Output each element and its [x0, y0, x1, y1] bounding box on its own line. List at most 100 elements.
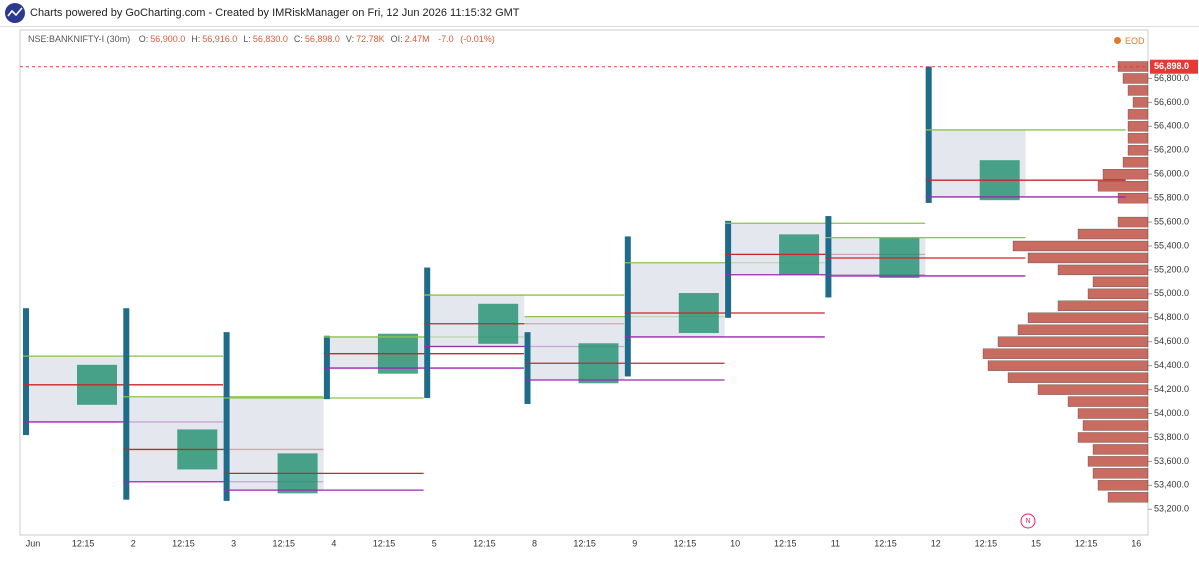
ohlc: O: 56,900.0 H: 56,916.0 L: 56,830.0 C: 56,898.0…: [133, 34, 430, 44]
x-tick-label: 4: [331, 538, 336, 548]
ohlc-label: C:: [293, 34, 303, 44]
y-tick-label: 56,400.0: [1154, 121, 1189, 131]
volume-bar: [1017, 324, 1149, 335]
volume-bar: [1092, 444, 1149, 455]
day-range: [624, 236, 631, 377]
title: Charts powered by GoCharting.com - Creat…: [30, 7, 520, 19]
volume-bar: [1127, 109, 1149, 120]
x-tick-label: 16: [1131, 538, 1141, 548]
volume-bar: [1127, 145, 1149, 156]
volume-bar: [1027, 312, 1149, 323]
volume-bar: [982, 348, 1149, 359]
volume-bar: [1107, 492, 1149, 503]
volume-bar: [1087, 288, 1149, 300]
ohlc-value: 72.78K: [356, 34, 385, 44]
y-tick-label: 56,000.0: [1154, 169, 1189, 179]
y-tick-label: 53,600.0: [1154, 456, 1189, 466]
y-tick-label: 54,600.0: [1154, 336, 1189, 346]
top-bar: Charts powered by GoCharting.com - Creat…: [0, 0, 1199, 27]
x-tick-label: 2: [131, 538, 136, 548]
x-tick-label: 5: [432, 538, 437, 548]
ohlc-value: 2.47M: [404, 34, 430, 44]
volume-bar: [1117, 216, 1149, 228]
volume-bar: [1122, 73, 1149, 84]
change-pct: (-0.01%): [460, 34, 495, 44]
day-range: [925, 66, 932, 203]
day-range: [23, 308, 29, 436]
last-price-label: 56,898.0: [1154, 61, 1189, 71]
x-tick-label: 12:15: [975, 538, 998, 548]
news-marker: [1020, 513, 1036, 529]
x-tick-label: 12:15: [172, 538, 195, 548]
y-tick-label: 55,600.0: [1154, 216, 1189, 226]
ohlc-value: 56,898.0: [304, 34, 340, 44]
volume-bar: [1027, 252, 1149, 264]
symbol: NSE:BANKNIFTY-I (30m): [28, 34, 131, 44]
x-tick-label: 12:15: [774, 538, 797, 548]
volume-bar: [1092, 468, 1149, 479]
y-tick-label: 54,400.0: [1154, 360, 1189, 370]
x-tick-label: 12:15: [272, 538, 295, 548]
day-range: [424, 267, 431, 398]
volume-bar: [1057, 264, 1149, 276]
volume-bar: [1087, 456, 1149, 467]
x-tick-label: 12:15: [674, 538, 697, 548]
x-tick-label: 12:15: [573, 538, 596, 548]
y-tick-label: 55,400.0: [1154, 240, 1189, 250]
volume-bar: [1092, 276, 1149, 288]
volume-bar: [1057, 300, 1149, 311]
ohlc-value: 56,900.0: [150, 34, 186, 44]
day-range: [825, 216, 832, 298]
volume-bar: [987, 360, 1149, 371]
volume-bar: [997, 336, 1149, 347]
y-tick-label: 53,200.0: [1154, 504, 1189, 514]
x-tick-label: 15: [1031, 538, 1041, 548]
eod-label: EOD: [1125, 36, 1145, 46]
y-tick-label: 54,200.0: [1154, 384, 1189, 394]
volume-bar: [1007, 372, 1149, 383]
ohlc-label: V:: [345, 34, 355, 44]
volume-bar: [1077, 408, 1149, 419]
volume-bar: [1117, 192, 1149, 204]
ohlc-label: O:: [138, 34, 149, 44]
volume-bar: [1122, 157, 1149, 168]
y-tick-label: 54,800.0: [1154, 312, 1189, 322]
x-tick-label: 12: [931, 538, 941, 548]
change: -7.0: [438, 34, 454, 44]
volume-bar: [1127, 133, 1149, 144]
day-range: [524, 332, 531, 404]
x-tick-label: 12:15: [874, 538, 897, 548]
x-tick-label: 8: [532, 538, 537, 548]
x-tick-label: 12:15: [373, 538, 396, 548]
day-range: [223, 332, 230, 501]
y-tick-label: 55,200.0: [1154, 264, 1189, 274]
volume-bar: [1102, 169, 1149, 180]
ohlc-value: 56,830.0: [252, 34, 288, 44]
volume-bar: [1077, 228, 1149, 240]
volume-bar: [1127, 85, 1149, 96]
x-tick-label: 3: [231, 538, 236, 548]
x-tick-label: 12:15: [1075, 538, 1098, 548]
y-tick-label: 53,400.0: [1154, 480, 1189, 490]
legend: NSE:BANKNIFTY-I (30m) O: 56,900.0 H: 56,916…: [28, 34, 495, 44]
day-range: [725, 220, 732, 318]
y-tick-label: 55,800.0: [1154, 193, 1189, 203]
volume-bar: [1067, 396, 1149, 407]
logo: [5, 3, 25, 23]
x-tick-label: 9: [632, 538, 637, 548]
volume-bar: [1012, 240, 1149, 252]
ohlc-label: H:: [191, 34, 201, 44]
y-tick-label: 56,600.0: [1154, 97, 1189, 107]
ohlc-label: L:: [243, 34, 251, 44]
volume-bar: [1127, 121, 1149, 132]
ohlc-value: 56,916.0: [202, 34, 238, 44]
eod: EOD: [1114, 36, 1145, 46]
chart: 53,200.0 53,400.0 53,600.0 53,800.0 54,000.0…: [19, 29, 1198, 548]
y-tick-label: 56,200.0: [1154, 145, 1189, 155]
volume-bar: [1077, 432, 1149, 443]
last-price-box: [1150, 59, 1198, 74]
day-range: [123, 308, 130, 500]
volume-bar: [1097, 181, 1149, 192]
y-tick-label: 54,000.0: [1154, 408, 1189, 418]
